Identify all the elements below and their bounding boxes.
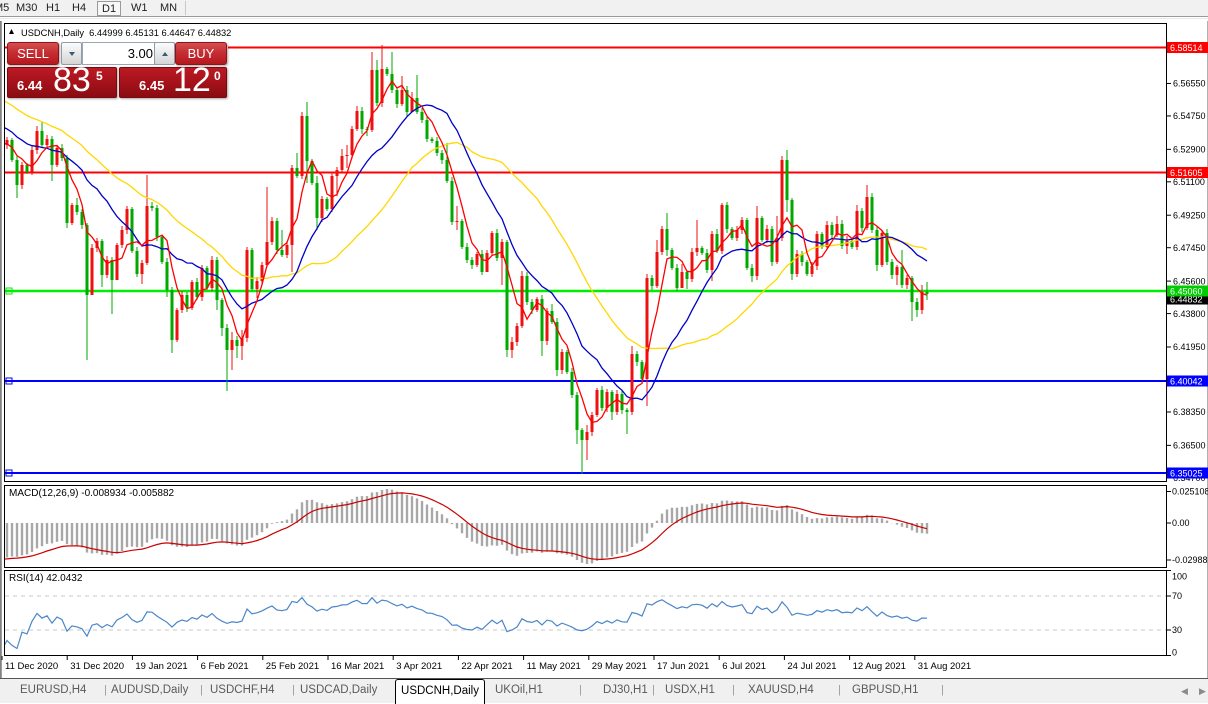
svg-text:6.38350: 6.38350: [1173, 407, 1206, 417]
svg-text:31 Aug 2021: 31 Aug 2021: [918, 661, 971, 672]
svg-text:6.51100: 6.51100: [1173, 177, 1205, 187]
svg-text:11 May 2021: 11 May 2021: [527, 661, 581, 672]
svg-text:6.54750: 6.54750: [1173, 111, 1206, 121]
svg-text:6.40042: 6.40042: [1170, 376, 1203, 386]
svg-text:6.52900: 6.52900: [1173, 145, 1206, 155]
svg-text:24 Jul 2021: 24 Jul 2021: [787, 661, 836, 672]
svg-text:12 Aug 2021: 12 Aug 2021: [853, 661, 906, 672]
svg-text:16 Mar 2021: 16 Mar 2021: [331, 661, 384, 672]
svg-text:MACD(12,26,9) -0.008934 -0.005: MACD(12,26,9) -0.008934 -0.005882: [9, 488, 175, 499]
svg-text:6 Feb 2021: 6 Feb 2021: [201, 661, 249, 672]
svg-text:6.45600: 6.45600: [1173, 276, 1206, 286]
svg-text:6.45060: 6.45060: [1170, 286, 1203, 296]
svg-text:22 Apr 2021: 22 Apr 2021: [461, 661, 512, 672]
svg-text:6.47450: 6.47450: [1173, 243, 1206, 253]
svg-text:6.41950: 6.41950: [1173, 342, 1206, 352]
svg-text:100: 100: [1172, 572, 1187, 582]
svg-text:USDCNH,Daily 6.44999 6.45131: USDCNH,Daily 6.44999 6.45131 6.44647 6.4…: [21, 28, 231, 38]
svg-text:6 Jul 2021: 6 Jul 2021: [722, 661, 766, 672]
svg-text:30: 30: [1172, 625, 1182, 635]
svg-text:0: 0: [1172, 648, 1177, 658]
svg-text:11 Dec 2020: 11 Dec 2020: [5, 661, 58, 672]
svg-text:RSI(14) 42.0432: RSI(14) 42.0432: [9, 573, 83, 584]
svg-text:31 Dec 2020: 31 Dec 2020: [70, 661, 124, 672]
svg-text:-0.02988: -0.02988: [1172, 555, 1208, 565]
svg-text:6.43800: 6.43800: [1173, 309, 1206, 319]
svg-text:0.025108: 0.025108: [1172, 487, 1208, 497]
svg-text:6.49250: 6.49250: [1173, 210, 1206, 220]
svg-text:70: 70: [1172, 591, 1182, 601]
svg-text:17 Jun 2021: 17 Jun 2021: [657, 661, 709, 672]
svg-text:6.51605: 6.51605: [1170, 168, 1203, 178]
svg-text:6.56550: 6.56550: [1173, 79, 1206, 89]
svg-text:25 Feb 2021: 25 Feb 2021: [266, 661, 319, 672]
svg-text:29 May 2021: 29 May 2021: [592, 661, 647, 672]
svg-text:19 Jan 2021: 19 Jan 2021: [135, 661, 187, 672]
svg-text:6.35025: 6.35025: [1170, 468, 1203, 478]
svg-text:0.00: 0.00: [1172, 518, 1190, 528]
svg-text:6.44832: 6.44832: [1170, 294, 1203, 304]
svg-text:6.58514: 6.58514: [1170, 43, 1203, 53]
svg-text:6.36500: 6.36500: [1173, 441, 1206, 451]
svg-text:3 Apr 2021: 3 Apr 2021: [396, 661, 442, 672]
